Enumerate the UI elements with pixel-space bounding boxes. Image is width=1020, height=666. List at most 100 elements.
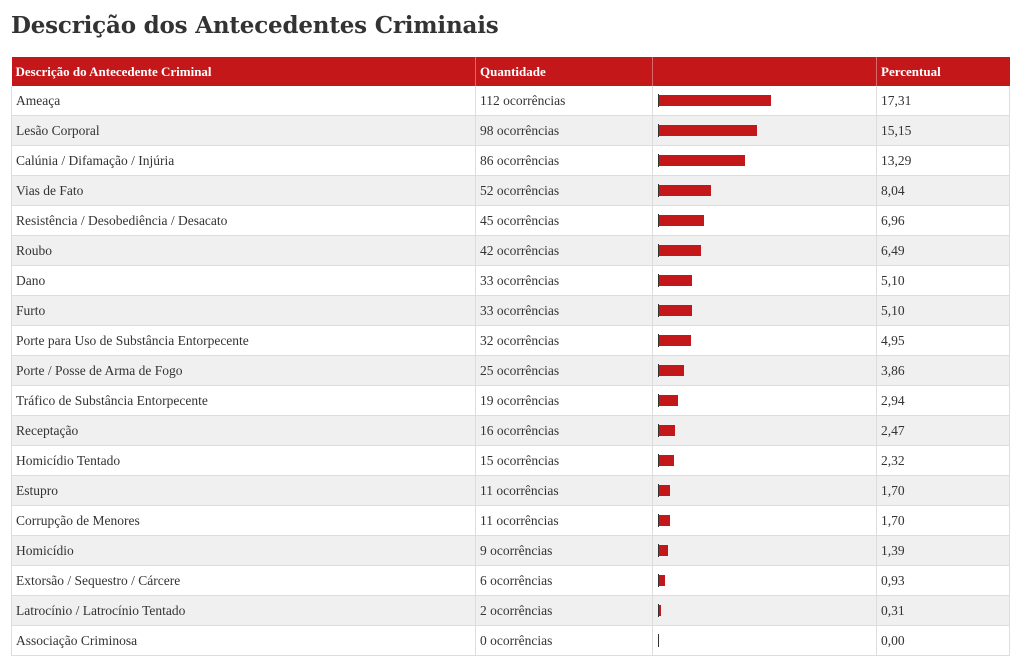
row-percent: 0,31: [876, 595, 1010, 626]
row-percent: 1,70: [876, 505, 1010, 536]
bar-axis: [658, 184, 659, 197]
table-row: Homicídio Tentado 15 ocorrências 2,32: [11, 445, 1010, 476]
row-percent: 15,15: [876, 115, 1010, 146]
row-quantity: 98 ocorrências: [475, 115, 653, 146]
row-bar-cell: [652, 535, 877, 566]
bar-axis: [658, 304, 659, 317]
bar-wrap: [658, 364, 871, 377]
row-description: Corrupção de Menores: [11, 505, 476, 536]
row-quantity: 19 ocorrências: [475, 385, 653, 416]
bar-wrap: [658, 514, 871, 527]
row-description: Roubo: [11, 235, 476, 266]
row-bar-cell: [652, 145, 877, 176]
bar-axis: [658, 574, 659, 587]
row-percent: 2,94: [876, 385, 1010, 416]
bar-axis: [658, 214, 659, 227]
page-title: Descrição dos Antecedentes Criminais: [11, 12, 499, 39]
bar: [659, 275, 692, 286]
table-row: Ameaça 112 ocorrências 17,31: [11, 86, 1010, 116]
bar-wrap: [658, 424, 871, 437]
row-description: Calúnia / Difamação / Injúria: [11, 145, 476, 176]
row-percent: 17,31: [876, 86, 1010, 116]
table-row: Receptação 16 ocorrências 2,47: [11, 415, 1010, 446]
row-bar-cell: [652, 595, 877, 626]
bar-axis: [658, 154, 659, 167]
row-bar-cell: [652, 325, 877, 356]
row-quantity: 112 ocorrências: [475, 86, 653, 116]
row-description: Associação Criminosa: [11, 625, 476, 656]
bar: [659, 455, 674, 466]
row-description: Porte para Uso de Substância Entorpecent…: [11, 325, 476, 356]
header-quantity[interactable]: Quantidade: [475, 57, 653, 86]
bar: [659, 125, 758, 136]
row-quantity: 42 ocorrências: [475, 235, 653, 266]
header-bar: [652, 57, 877, 86]
row-quantity: 33 ocorrências: [475, 265, 653, 296]
row-bar-cell: [652, 355, 877, 386]
bar: [659, 545, 668, 556]
row-description: Furto: [11, 295, 476, 326]
row-description: Ameaça: [11, 86, 476, 116]
bar: [659, 485, 670, 496]
header-description[interactable]: Descrição do Antecedente Criminal: [11, 57, 476, 86]
table-row: Homicídio 9 ocorrências 1,39: [11, 535, 1010, 566]
row-quantity: 15 ocorrências: [475, 445, 653, 476]
row-bar-cell: [652, 445, 877, 476]
bar-wrap: [658, 334, 871, 347]
row-percent: 3,86: [876, 355, 1010, 386]
row-bar-cell: [652, 505, 877, 536]
table-row: Roubo 42 ocorrências 6,49: [11, 235, 1010, 266]
row-quantity: 86 ocorrências: [475, 145, 653, 176]
bar-axis: [658, 124, 659, 137]
header-percent[interactable]: Percentual: [876, 57, 1010, 86]
row-description: Extorsão / Sequestro / Cárcere: [11, 565, 476, 596]
table-row: Calúnia / Difamação / Injúria 86 ocorrênc…: [11, 145, 1010, 176]
row-bar-cell: [652, 565, 877, 596]
bar: [659, 515, 670, 526]
row-bar-cell: [652, 385, 877, 416]
table-row: Associação Criminosa 0 ocorrências 0,00: [11, 625, 1010, 656]
row-bar-cell: [652, 205, 877, 236]
row-percent: 6,49: [876, 235, 1010, 266]
bar-axis: [658, 244, 659, 257]
table-row: Dano 33 ocorrências 5,10: [11, 265, 1010, 296]
table-row: Corrupção de Menores 11 ocorrências 1,70: [11, 505, 1010, 536]
row-quantity: 32 ocorrências: [475, 325, 653, 356]
table-row: Extorsão / Sequestro / Cárcere 6 ocorrênc…: [11, 565, 1010, 596]
bar-wrap: [658, 454, 871, 467]
row-percent: 5,10: [876, 265, 1010, 296]
row-quantity: 9 ocorrências: [475, 535, 653, 566]
row-bar-cell: [652, 475, 877, 506]
row-quantity: 0 ocorrências: [475, 625, 653, 656]
bar-wrap: [658, 484, 871, 497]
row-bar-cell: [652, 115, 877, 146]
row-percent: 2,47: [876, 415, 1010, 446]
bar: [659, 95, 771, 106]
bar-axis: [658, 94, 659, 107]
row-quantity: 11 ocorrências: [475, 475, 653, 506]
row-percent: 1,70: [876, 475, 1010, 506]
bar: [659, 305, 692, 316]
row-percent: 1,39: [876, 535, 1010, 566]
table-header-row: Descrição do Antecedente Criminal Quanti…: [11, 57, 1010, 86]
row-description: Homicídio Tentado: [11, 445, 476, 476]
row-quantity: 2 ocorrências: [475, 595, 653, 626]
bar: [659, 575, 666, 586]
row-bar-cell: [652, 415, 877, 446]
row-percent: 4,95: [876, 325, 1010, 356]
row-bar-cell: [652, 295, 877, 326]
bar-wrap: [658, 304, 871, 317]
bar-wrap: [658, 244, 871, 257]
row-quantity: 16 ocorrências: [475, 415, 653, 446]
bar: [659, 155, 745, 166]
row-bar-cell: [652, 86, 877, 116]
table-row: Estupro 11 ocorrências 1,70: [11, 475, 1010, 506]
bar: [659, 215, 705, 226]
table-row: Latrocínio / Latrocínio Tentado 2 ocorrên…: [11, 595, 1010, 626]
bar-wrap: [658, 154, 871, 167]
row-percent: 8,04: [876, 175, 1010, 206]
table-row: Porte para Uso de Substância Entorpecent…: [11, 325, 1010, 356]
table-row: Furto 33 ocorrências 5,10: [11, 295, 1010, 326]
bar-wrap: [658, 544, 871, 557]
row-bar-cell: [652, 265, 877, 296]
